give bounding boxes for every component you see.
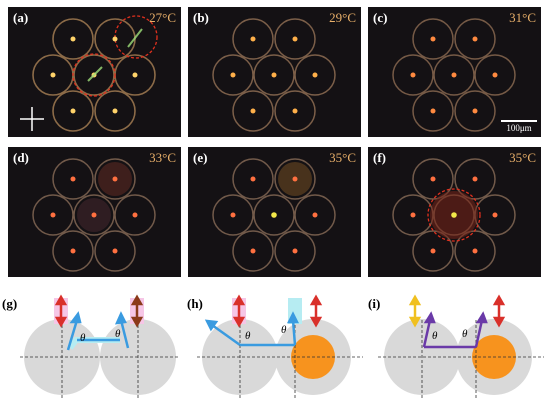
microscope-image-f	[392, 158, 516, 272]
theta-left: θ	[80, 332, 86, 344]
temperature-label: 35°C	[329, 150, 356, 165]
microscope-image-e	[212, 158, 336, 272]
scale-bar: 100μm	[501, 120, 537, 133]
panel-label: (g)	[2, 296, 18, 311]
microscope-image-b	[212, 18, 336, 132]
diagram-i: (i) θ θ	[366, 290, 549, 407]
photo-panel-e: (e) 35°C	[188, 147, 361, 277]
panel-label: (i)	[368, 296, 381, 311]
scale-bar-label: 100μm	[506, 123, 532, 133]
photo-panel-a: (a) 27°C	[8, 7, 181, 137]
photo-panel-d: (d) 33°C	[8, 147, 181, 277]
panel-label: (d)	[13, 150, 29, 165]
diagram-g: (g) θ θ	[0, 290, 183, 407]
theta-left: θ	[432, 330, 438, 342]
panel-label: (f)	[373, 150, 386, 165]
microscope-image-d	[32, 158, 156, 272]
photo-panel-b: (b) 29°C	[188, 7, 361, 137]
panel-label: (h)	[187, 296, 203, 311]
temperature-label: 35°C	[509, 150, 536, 165]
theta-right: θ	[115, 328, 121, 340]
temperature-label: 27°C	[149, 10, 176, 25]
theta-right: θ	[462, 328, 468, 340]
temperature-label: 29°C	[329, 10, 356, 25]
photo-panel-c: (c) 31°C 100μm	[368, 7, 541, 137]
theta-right: θ	[281, 324, 287, 336]
microscope-image-a	[20, 15, 158, 132]
temperature-label: 33°C	[149, 150, 176, 165]
schematic-h	[197, 294, 363, 400]
theta-left: θ	[245, 330, 251, 342]
temperature-label: 31°C	[509, 10, 536, 25]
polarizer-cross-icon	[20, 107, 44, 131]
panel-label: (e)	[193, 150, 208, 165]
diagram-h: (h) θ θ	[185, 290, 368, 407]
schematic-g	[20, 294, 180, 400]
microscope-image-c	[392, 18, 516, 132]
panel-label: (a)	[13, 10, 29, 25]
panel-label: (b)	[193, 10, 209, 25]
schematic-i	[378, 294, 544, 400]
photo-panel-f: (f) 35°C	[368, 147, 541, 277]
panel-label: (c)	[373, 10, 388, 25]
